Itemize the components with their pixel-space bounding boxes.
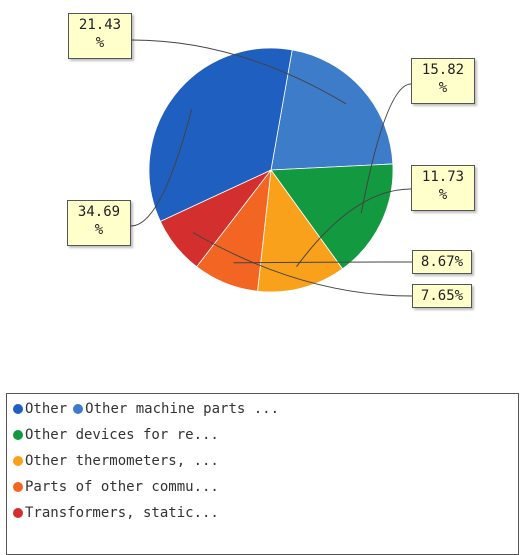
- legend-label: Other devices for re...: [25, 427, 219, 443]
- slice-percent-value: 11.73: [421, 169, 465, 185]
- slice-percent-value: 7.65%: [420, 288, 464, 304]
- legend: Other Other machine parts ... Other device…: [6, 393, 519, 555]
- legend-item[interactable]: Other devices for re...: [13, 427, 219, 443]
- pie-slice[interactable]: [270, 163, 394, 270]
- legend-label: Other thermometers, ...: [25, 453, 219, 469]
- legend-dot-icon: [13, 482, 23, 492]
- slice-percent-label: 8.67%: [412, 250, 472, 274]
- leader-line: [233, 261, 413, 264]
- slice-percent-unit: %: [438, 187, 448, 203]
- legend-row: Other devices for re...: [13, 422, 512, 448]
- legend-dot-icon: [13, 404, 23, 414]
- leader-line: [131, 39, 347, 105]
- slice-percent-unit: %: [95, 35, 105, 51]
- pie-slice[interactable]: [148, 47, 293, 222]
- slice-percent-unit: %: [438, 80, 448, 96]
- pie-slice[interactable]: [257, 168, 344, 293]
- legend-dot-icon: [13, 508, 23, 518]
- legend-item[interactable]: Other: [13, 401, 67, 417]
- legend-item[interactable]: Other thermometers, ...: [13, 453, 219, 469]
- leader-line: [360, 83, 412, 214]
- legend-item[interactable]: Transformers, static...: [13, 505, 219, 521]
- chart-area: 21.43% 15.82% 11.73% 8.67% 7.65% 34.69%: [67, 13, 475, 308]
- leader-line: [192, 232, 413, 297]
- legend-dot-icon: [13, 430, 23, 440]
- leader-line: [130, 108, 193, 227]
- legend-label: Other: [25, 401, 68, 417]
- leader-line: [296, 188, 412, 267]
- leader-lines: [130, 39, 413, 297]
- legend-label: Transformers, static...: [25, 505, 219, 521]
- pie-chart: [130, 39, 413, 297]
- slice-percent-value: 8.67%: [420, 254, 464, 270]
- legend-item[interactable]: Parts of other commu...: [13, 479, 219, 495]
- legend-dot-icon: [13, 456, 23, 466]
- slice-percent-value: 34.69: [77, 204, 121, 220]
- pie-slices: [148, 47, 394, 293]
- slice-percent-label: 21.43%: [68, 13, 132, 59]
- legend-row: Other thermometers, ...: [13, 448, 512, 474]
- legend-label: Other machine parts ...: [85, 401, 280, 417]
- slice-percent-label: 34.69%: [67, 200, 131, 246]
- slice-percent-label: 11.73%: [411, 165, 475, 211]
- slice-percent-unit: %: [94, 222, 104, 238]
- slice-percent-label: 15.82%: [411, 58, 475, 104]
- legend-row: Parts of other commu...: [13, 474, 512, 500]
- legend-label: Parts of other commu...: [25, 479, 219, 495]
- slice-percent-label: 7.65%: [412, 284, 472, 308]
- legend-dot-icon: [73, 404, 84, 414]
- legend-row: Transformers, static...: [13, 500, 512, 526]
- legend-item[interactable]: Other machine parts ...: [73, 401, 279, 417]
- slice-percent-value: 21.43: [78, 17, 122, 33]
- legend-row: Other Other machine parts ...: [13, 396, 512, 422]
- slice-percent-value: 15.82: [421, 62, 465, 78]
